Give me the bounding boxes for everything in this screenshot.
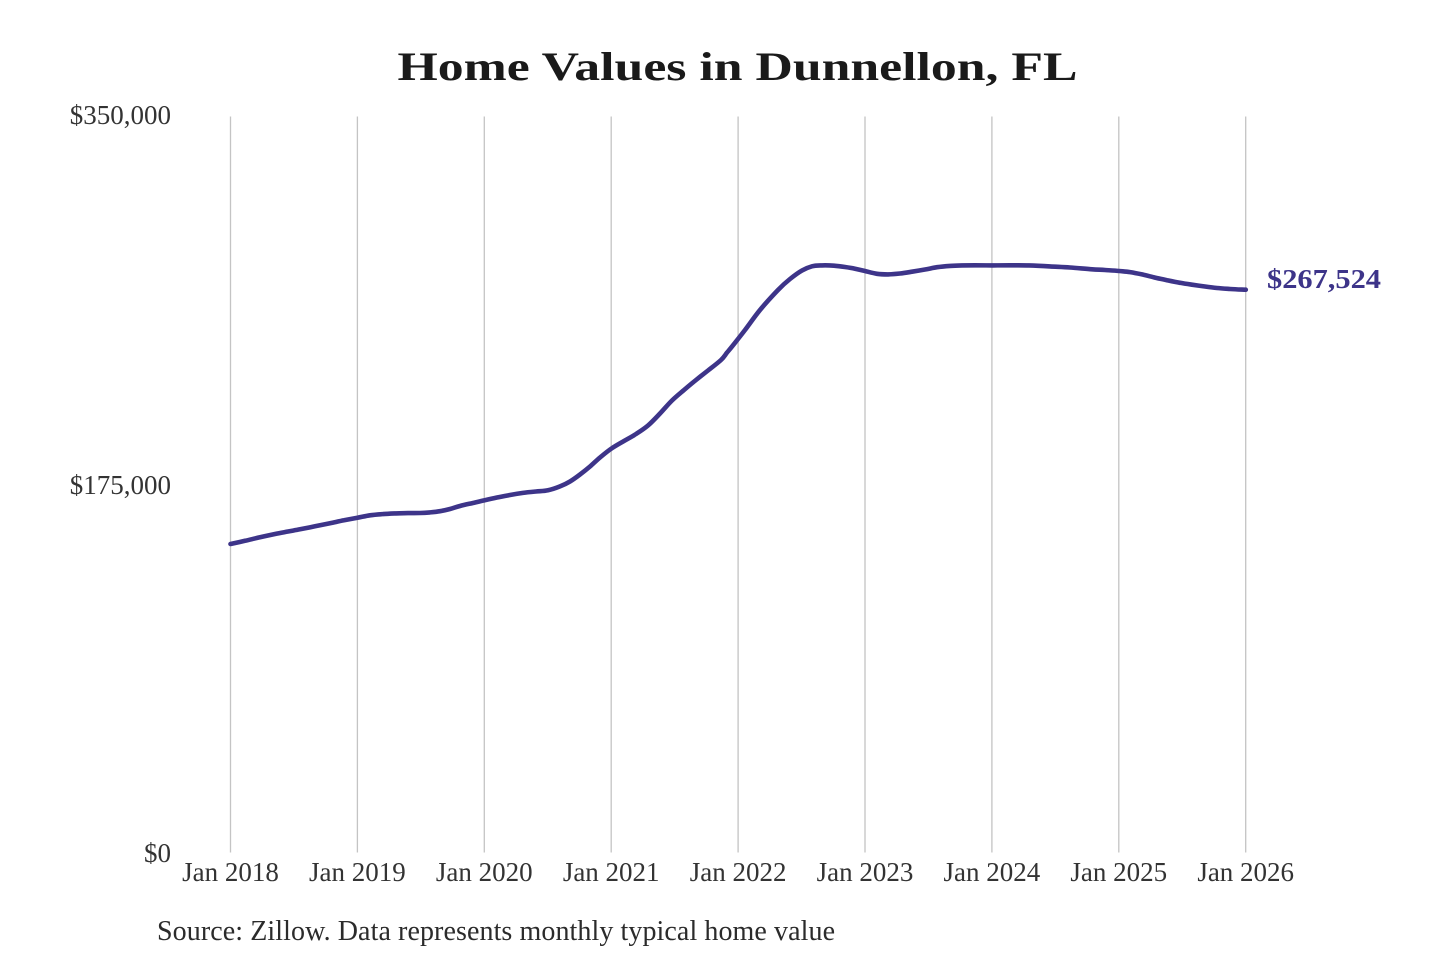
svg-text:Jan 2018: Jan 2018: [182, 857, 279, 887]
svg-text:Jan 2020: Jan 2020: [436, 857, 533, 887]
svg-text:Jan 2021: Jan 2021: [563, 857, 660, 887]
svg-text:$267,524: $267,524: [1267, 263, 1381, 294]
svg-text:Jan 2024: Jan 2024: [944, 857, 1041, 887]
svg-text:Jan 2022: Jan 2022: [690, 857, 787, 887]
svg-text:Jan 2019: Jan 2019: [309, 857, 406, 887]
svg-text:Jan 2023: Jan 2023: [817, 857, 914, 887]
svg-text:$175,000: $175,000: [70, 470, 171, 500]
svg-text:Home Values in Dunnellon, FL: Home Values in Dunnellon, FL: [398, 44, 1078, 89]
svg-text:Source: Zillow. Data represent: Source: Zillow. Data represents monthly …: [157, 916, 835, 947]
svg-text:Jan 2025: Jan 2025: [1070, 857, 1167, 887]
svg-text:Jan 2026: Jan 2026: [1197, 857, 1294, 887]
svg-text:$0: $0: [144, 838, 171, 868]
svg-text:$350,000: $350,000: [70, 100, 171, 130]
